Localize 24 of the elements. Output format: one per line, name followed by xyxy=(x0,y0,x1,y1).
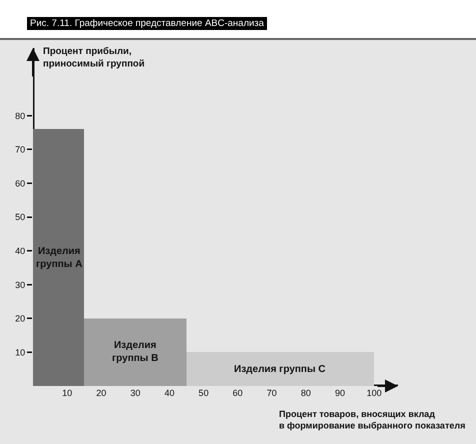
x-tick-label: 90 xyxy=(335,388,346,398)
y-tick-label: 80 xyxy=(15,110,26,121)
y-tick-label: 60 xyxy=(15,178,26,188)
chart-title: Рис. 7.11. Графическое представление ABC-анализа xyxy=(27,17,267,30)
x-tick-label: 60 xyxy=(232,388,243,398)
y-tick-label: 20 xyxy=(15,314,26,324)
annotation: Изделия группы A xyxy=(36,246,82,270)
y-tick-label: 70 xyxy=(15,144,26,155)
y-tick-label: 40 xyxy=(15,246,26,256)
x-tick-label: 10 xyxy=(62,388,72,398)
annotation: Изделия группы B xyxy=(112,340,158,364)
x-tick-label: 70 xyxy=(266,388,277,398)
y-tick-label: 30 xyxy=(15,280,26,290)
x-tick-label: 40 xyxy=(164,388,174,398)
x-tick-label: 30 xyxy=(130,388,140,398)
y-tick-label: 10 xyxy=(15,347,26,358)
x-tick-label: 20 xyxy=(96,388,106,398)
y-axis-title: Процент прибыли, приносимый группой xyxy=(43,46,145,70)
annotation: Изделия группы C xyxy=(234,364,326,375)
x-axis-title: Процент товаров, вносящих вклад в формирование выбранного показателя xyxy=(279,409,466,431)
y-tick-label: 50 xyxy=(15,212,26,222)
x-tick-label: 80 xyxy=(300,388,311,398)
x-tick-label: 50 xyxy=(198,388,209,398)
x-tick-label: 100 xyxy=(366,388,382,398)
